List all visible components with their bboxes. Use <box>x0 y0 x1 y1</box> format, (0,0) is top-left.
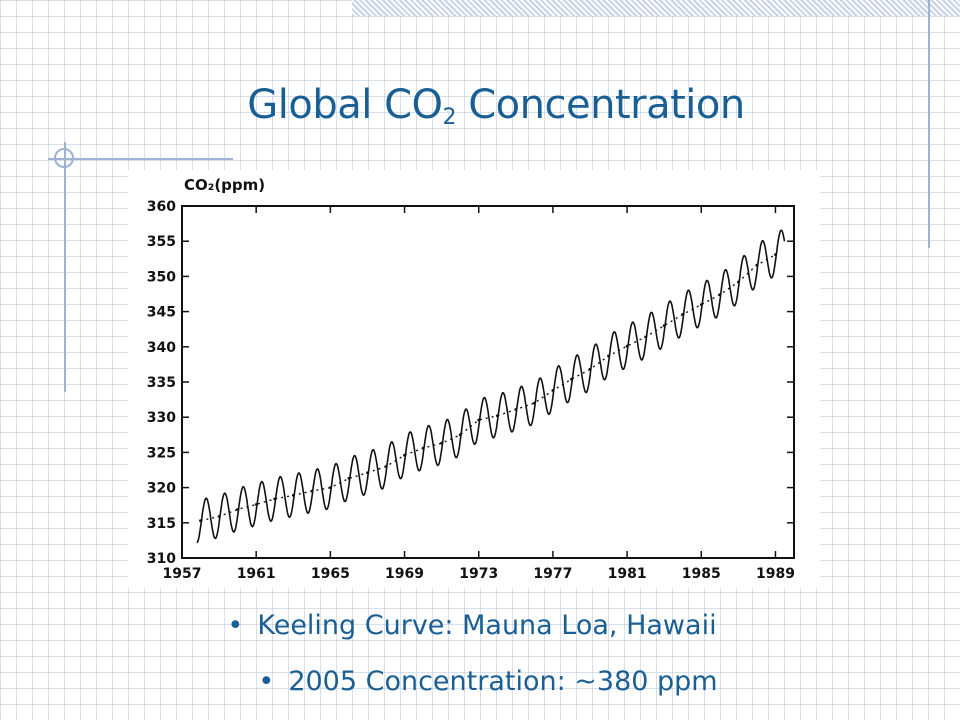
data-point <box>440 441 443 445</box>
chart-axes <box>181 205 795 559</box>
title-subscript-text: 2 <box>442 105 457 130</box>
y-tick-label: 345 <box>147 305 176 321</box>
data-point <box>662 324 666 328</box>
chart-x-ticks: 1957 1961 1965 1969 1973 1977 1981 1985 1989 <box>163 206 795 582</box>
data-point <box>199 519 202 523</box>
decorative-hatched-band <box>352 0 960 16</box>
data-point <box>254 503 258 506</box>
y-tick-label: 350 <box>147 269 176 285</box>
x-tick-label: 1981 <box>608 566 647 582</box>
data-point <box>403 453 406 457</box>
data-point <box>718 293 722 297</box>
series-line-monthly <box>196 229 786 544</box>
x-tick-label: 1985 <box>682 566 721 582</box>
y-tick-label: 325 <box>147 445 176 461</box>
y-axis-label: CO₂(ppm) <box>184 176 265 194</box>
x-tick-label: 1957 <box>163 566 202 582</box>
y-tick-label: 315 <box>147 516 176 532</box>
data-point <box>588 367 592 371</box>
data-point <box>347 477 351 480</box>
decorative-vertical-line-left <box>64 142 66 392</box>
data-point <box>217 515 221 518</box>
data-point <box>366 471 369 475</box>
y-tick-label: 360 <box>147 199 176 215</box>
bullet-marker: • <box>227 610 244 641</box>
bullet-text: Keeling Curve: Mauna Loa, Hawaii <box>257 610 717 641</box>
x-tick-label: 1961 <box>237 566 276 582</box>
data-point <box>273 497 277 501</box>
data-point <box>699 303 703 306</box>
data-point <box>384 465 388 468</box>
x-tick-label: 1965 <box>311 566 350 582</box>
data-point <box>533 401 536 405</box>
x-tick-label: 1977 <box>533 566 572 582</box>
title-rest-text: Concentration <box>456 82 745 128</box>
data-point <box>774 253 777 256</box>
plot-frame <box>181 205 795 559</box>
y-tick-label: 330 <box>147 410 176 426</box>
y-tick-label: 335 <box>147 375 176 391</box>
chart-y-ticks: 310 315 320 325 330 335 340 345 350 355 360 <box>147 199 794 567</box>
x-tick-label: 1989 <box>756 566 795 582</box>
bullet-item: • 2005 Concentration: ~380 ppm <box>8 666 960 697</box>
y-tick-label: 340 <box>147 340 176 356</box>
data-point <box>310 489 314 493</box>
data-point <box>329 486 332 489</box>
x-tick-label: 1973 <box>459 566 498 582</box>
data-point <box>421 446 425 450</box>
data-point <box>477 418 481 422</box>
decorative-circle <box>54 148 74 168</box>
data-point <box>551 389 555 392</box>
data-point <box>737 280 740 284</box>
decorative-vertical-line-right <box>928 0 930 248</box>
data-point <box>681 313 685 316</box>
y-tick-label: 355 <box>147 234 176 250</box>
chart-series <box>196 229 786 544</box>
data-point <box>644 335 647 339</box>
data-point <box>291 493 295 497</box>
series-line-annual-mean <box>200 253 776 522</box>
y-tick-label: 320 <box>147 481 176 497</box>
y-tick-label: 310 <box>147 551 176 567</box>
bullet-item: • Keeling Curve: Mauna Loa, Hawaii <box>0 610 952 641</box>
co2-chart: 310 315 320 325 330 335 340 345 350 355 360 1957 19… <box>128 170 820 588</box>
data-point <box>514 408 518 411</box>
x-tick-label: 1969 <box>385 566 424 582</box>
decorative-horizontal-line-left <box>48 158 233 160</box>
data-point <box>495 414 499 418</box>
data-point <box>625 344 629 348</box>
slide-title: Global CO2 Concentration <box>0 82 960 130</box>
data-point <box>755 263 759 267</box>
data-point <box>570 377 573 381</box>
bullet-text: 2005 Concentration: ~380 ppm <box>288 666 718 697</box>
title-main-text: Global CO <box>247 82 443 128</box>
data-point <box>458 433 462 437</box>
data-point <box>236 508 239 511</box>
data-point <box>607 354 610 358</box>
bullet-marker: • <box>258 666 275 697</box>
